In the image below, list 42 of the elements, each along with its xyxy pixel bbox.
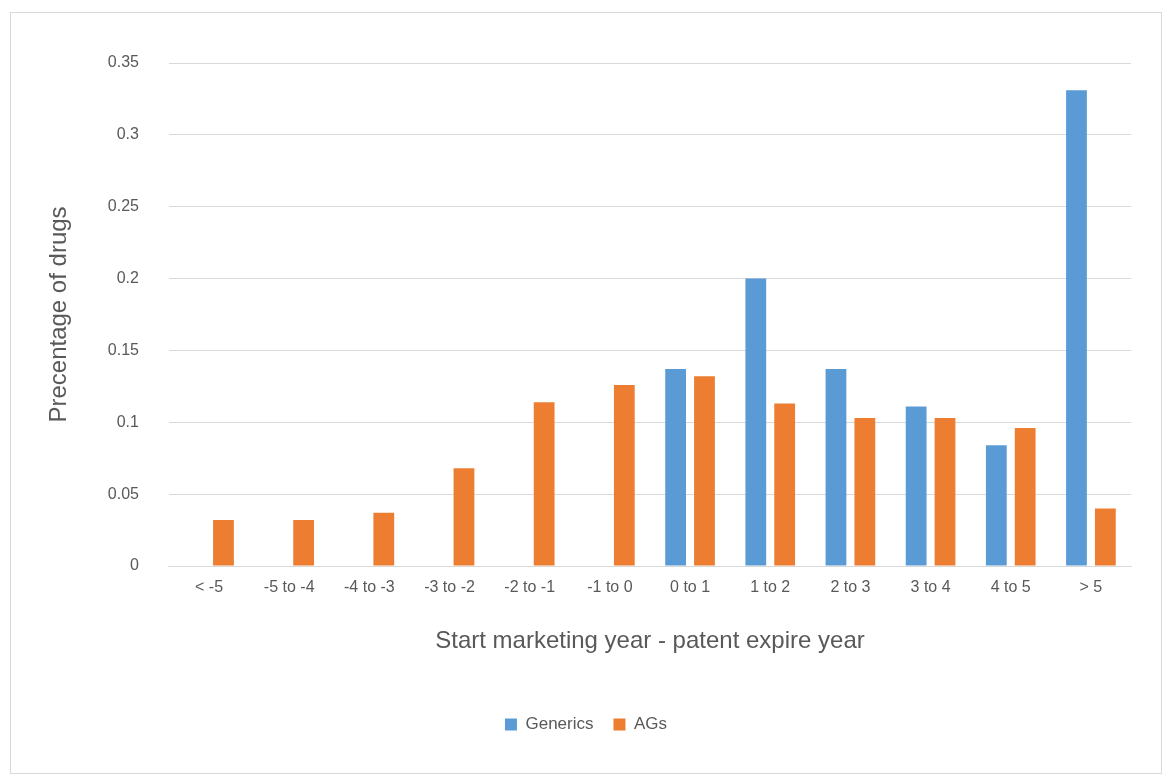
y-axis-title: Precentage of drugs: [44, 206, 72, 423]
x-tick-label: < -5: [195, 578, 224, 596]
y-tick-label: 0.3: [116, 125, 140, 143]
x-tick-label: -3 to -2: [424, 578, 475, 596]
y-tick-label: 0.2: [116, 268, 140, 286]
bar: [213, 520, 234, 566]
bar: [1066, 90, 1087, 566]
x-tick-label: -2 to -1: [504, 578, 556, 596]
x-tick-label: 2 to 3: [830, 578, 871, 596]
y-tick-label: 0.1: [116, 412, 140, 430]
x-tick-label: 4 to 5: [990, 578, 1031, 596]
y-tick-label: 0.35: [107, 53, 140, 71]
x-tick-label: -1 to 0: [587, 578, 633, 596]
bar: [613, 384, 635, 566]
bar: [774, 403, 796, 566]
bar: [453, 468, 475, 566]
bar: [1094, 508, 1116, 566]
x-axis-title: Start marketing year - patent expire year: [435, 626, 865, 654]
bar: [905, 406, 927, 566]
legend-label: AGs: [633, 714, 668, 734]
bar: [533, 402, 555, 566]
bar: [825, 369, 847, 566]
bar: [934, 417, 956, 566]
y-tick-label: 0.05: [107, 484, 140, 502]
bar: [1014, 428, 1036, 566]
x-tick-label: 0 to 1: [670, 578, 711, 596]
x-tick-label: 1 to 2: [750, 578, 791, 596]
bar: [373, 512, 395, 566]
x-tick-label: -4 to -3: [344, 578, 395, 596]
y-tick-label: 0.15: [107, 340, 140, 358]
x-tick-label: > 5: [1079, 578, 1103, 596]
x-tick-label: 3 to 4: [910, 578, 951, 596]
bar: [745, 278, 767, 566]
bar: [665, 369, 687, 566]
legend-label: Generics: [525, 714, 594, 734]
bar: [985, 445, 1007, 566]
y-tick-label: 0.25: [107, 197, 140, 215]
bar: [694, 376, 715, 566]
bar: [854, 417, 876, 566]
x-tick-label: -5 to -4: [263, 578, 315, 596]
bar: [293, 520, 315, 566]
y-tick-label: 0: [130, 556, 140, 574]
